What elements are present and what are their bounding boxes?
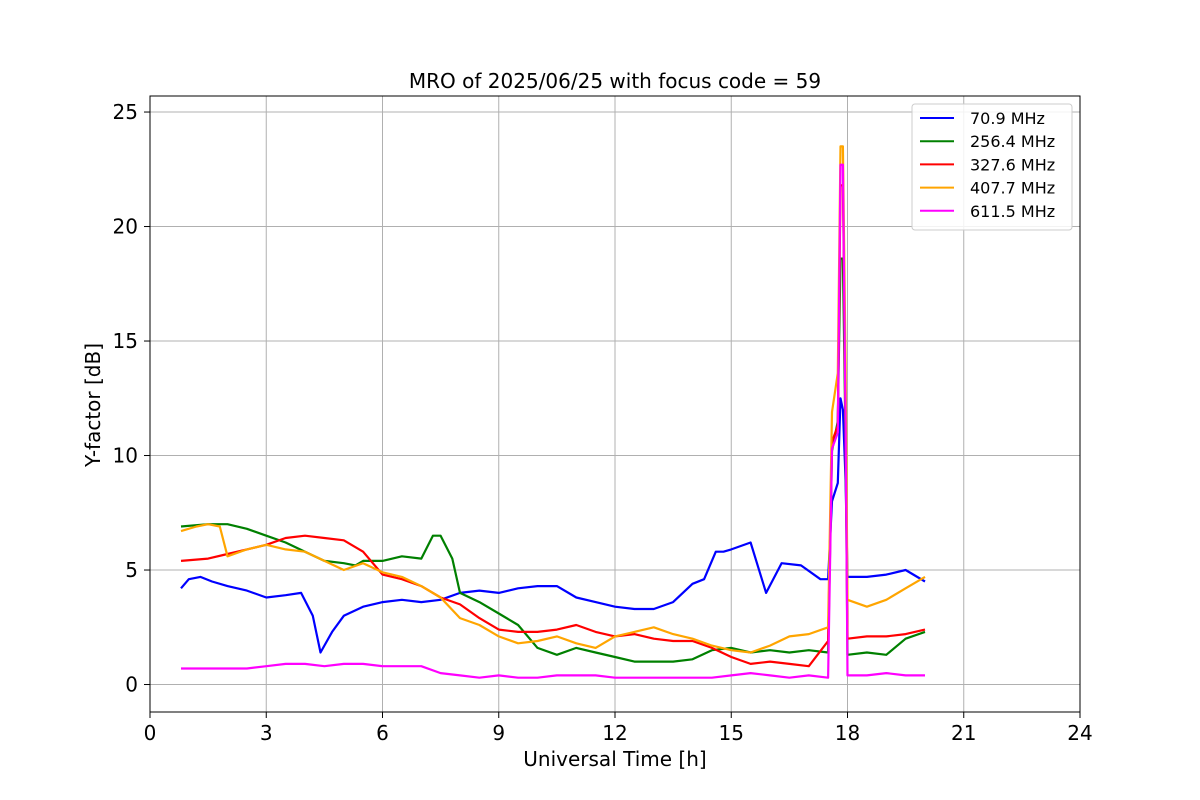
y-axis-label: Y-factor [dB] bbox=[81, 343, 105, 468]
legend-box bbox=[911, 103, 1073, 231]
chart-title: MRO of 2025/06/25 with focus code = 59 bbox=[409, 69, 821, 93]
y-axis-ticks: 0 5 10 15 20 25 bbox=[113, 100, 150, 697]
y-tick-label: 15 bbox=[113, 329, 138, 353]
legend-entry-label: 256.4 MHz bbox=[970, 132, 1055, 151]
y-tick-label: 25 bbox=[113, 100, 138, 124]
y-tick-label: 0 bbox=[125, 673, 138, 697]
legend: 70.9 MHz 256.4 MHz 327.6 MHz 407.7 MHz 611.5… bbox=[911, 103, 1073, 231]
x-tick-label: 24 bbox=[1067, 721, 1092, 745]
x-tick-label: 12 bbox=[602, 721, 627, 745]
x-axis-ticks: 0 3 6 9 12 15 18 21 24 bbox=[144, 712, 1093, 745]
x-tick-label: 15 bbox=[719, 721, 744, 745]
x-tick-label: 3 bbox=[260, 721, 273, 745]
x-tick-label: 21 bbox=[951, 721, 976, 745]
y-tick-label: 10 bbox=[113, 444, 138, 468]
legend-entry-label: 407.7 MHz bbox=[970, 179, 1055, 198]
legend-entry-label: 611.5 MHz bbox=[970, 202, 1055, 221]
x-axis-label: Universal Time [h] bbox=[523, 747, 706, 771]
x-tick-label: 6 bbox=[376, 721, 389, 745]
x-tick-label: 18 bbox=[835, 721, 860, 745]
legend-entry-label: 70.9 MHz bbox=[970, 109, 1045, 128]
x-tick-label: 0 bbox=[144, 721, 157, 745]
legend-entry-label: 327.6 MHz bbox=[970, 155, 1055, 174]
series-line-611-5-mhz bbox=[181, 163, 925, 679]
y-tick-label: 5 bbox=[125, 558, 138, 582]
series-layer bbox=[180, 145, 926, 679]
y-tick-label: 20 bbox=[113, 215, 138, 239]
series-line-70-9-mhz bbox=[180, 397, 926, 654]
x-tick-label: 9 bbox=[492, 721, 505, 745]
